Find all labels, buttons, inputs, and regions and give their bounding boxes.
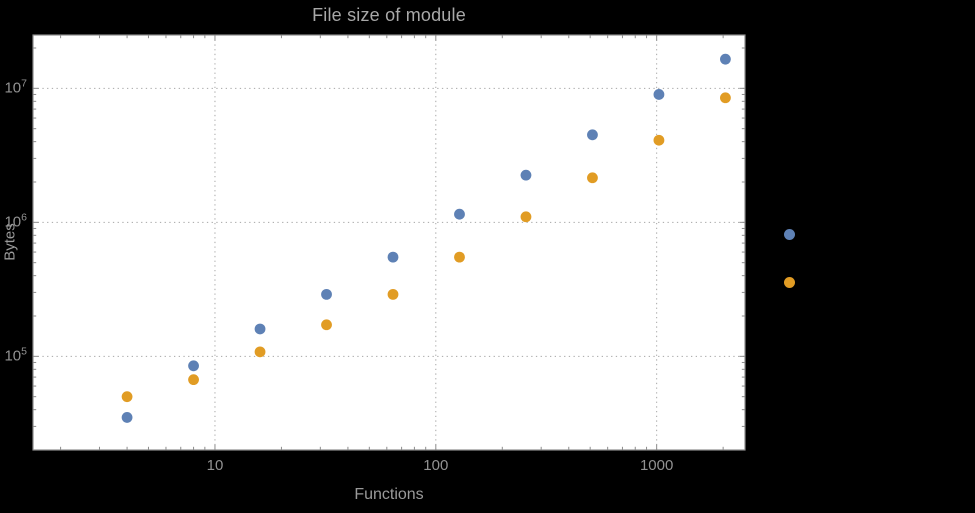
data-point-series-blue xyxy=(321,288,332,300)
data-point-series-blue xyxy=(454,208,465,220)
data-point-series-orange xyxy=(587,172,598,184)
data-point-series-blue xyxy=(387,251,399,263)
plot-area xyxy=(33,35,745,450)
data-point-series-blue xyxy=(188,360,199,372)
data-point-series-blue xyxy=(520,169,532,181)
data-point-series-blue xyxy=(720,53,731,65)
y-axis-label: Bytes xyxy=(1,223,19,261)
data-point-series-orange xyxy=(188,374,199,386)
plot-frame xyxy=(32,34,746,451)
legend xyxy=(784,229,795,288)
legend-marker xyxy=(784,229,795,240)
data-point-series-blue xyxy=(121,412,133,423)
data-point-series-blue xyxy=(587,129,598,141)
data-point-series-orange xyxy=(720,92,731,104)
chart-title: File size of module xyxy=(312,5,466,25)
data-point-series-orange xyxy=(254,346,266,358)
data-point-series-orange xyxy=(121,391,133,403)
data-point-series-orange xyxy=(454,251,465,263)
data-point-series-blue xyxy=(254,323,266,335)
data-point-series-orange xyxy=(520,211,532,223)
data-point-series-orange xyxy=(321,319,332,331)
data-point-series-orange xyxy=(387,288,399,300)
data-point-series-orange xyxy=(653,134,665,146)
x-axis-label: Functions xyxy=(354,486,424,503)
legend-marker xyxy=(784,277,795,288)
data-point-series-blue xyxy=(653,89,665,100)
